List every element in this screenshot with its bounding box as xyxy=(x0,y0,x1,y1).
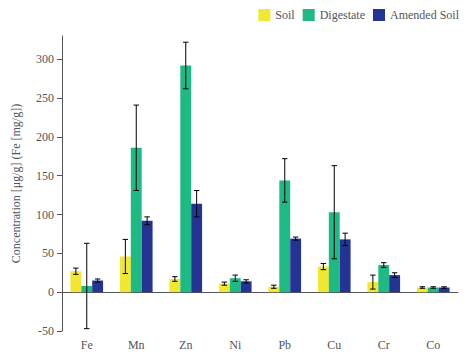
svg-text:Digestate: Digestate xyxy=(320,8,365,22)
svg-text:Zn: Zn xyxy=(179,338,192,352)
svg-text:50: 50 xyxy=(42,246,54,260)
svg-text:Ni: Ni xyxy=(229,338,242,352)
svg-text:Pb: Pb xyxy=(278,338,291,352)
svg-text:150: 150 xyxy=(36,169,54,183)
svg-text:Co: Co xyxy=(426,338,440,352)
svg-text:100: 100 xyxy=(36,208,54,222)
svg-text:Mn: Mn xyxy=(128,338,145,352)
svg-text:Amended Soil: Amended Soil xyxy=(390,8,460,22)
svg-text:Fe: Fe xyxy=(81,338,93,352)
svg-text:300: 300 xyxy=(36,52,54,66)
svg-text:Concentration [μg/g] (Fe [mg/g: Concentration [μg/g] (Fe [mg/g]) xyxy=(9,104,23,263)
svg-text:-50: -50 xyxy=(38,324,54,338)
svg-text:0: 0 xyxy=(48,285,54,299)
svg-text:Cu: Cu xyxy=(327,338,341,352)
svg-text:250: 250 xyxy=(36,91,54,105)
svg-text:Cr: Cr xyxy=(378,338,390,352)
svg-text:200: 200 xyxy=(36,130,54,144)
svg-text:Soil: Soil xyxy=(275,8,295,22)
